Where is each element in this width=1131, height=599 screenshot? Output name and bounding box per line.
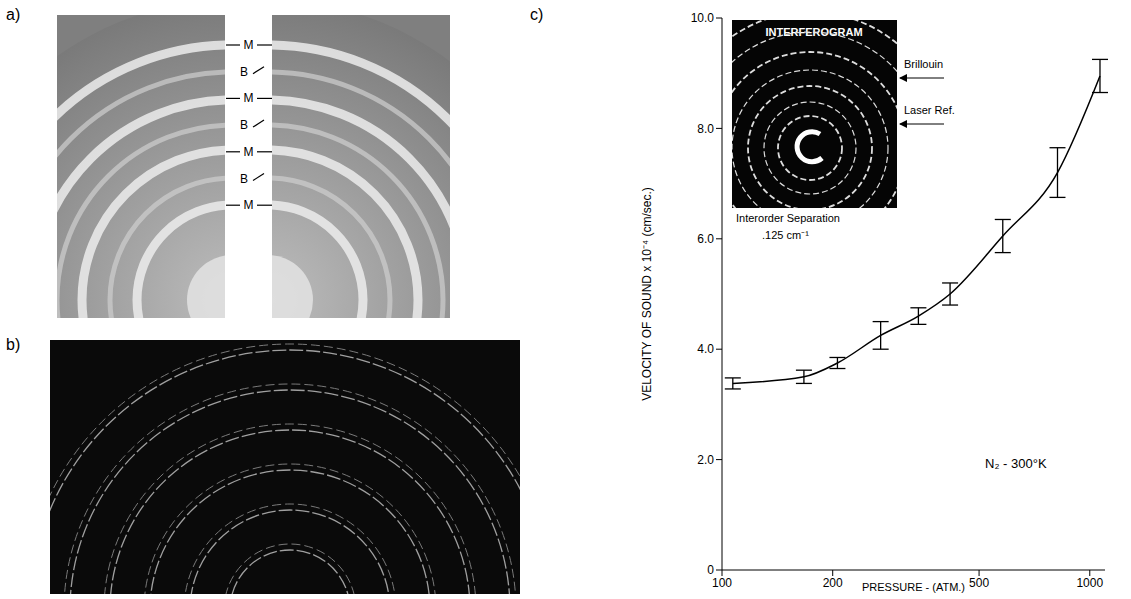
html-text:Interorder Separation: Interorder Separation xyxy=(736,212,840,224)
svg-text:1000: 1000 xyxy=(1076,576,1103,590)
svg-text:B: B xyxy=(240,172,248,186)
html-text:a): a) xyxy=(6,6,21,23)
html-text:c): c) xyxy=(530,6,544,23)
html-text:.125 cm⁻¹: .125 cm⁻¹ xyxy=(762,229,809,241)
svg-text:200: 200 xyxy=(823,576,843,590)
svg-text:2.0: 2.0 xyxy=(697,453,714,467)
svg-text:500: 500 xyxy=(969,576,989,590)
svg-text:B: B xyxy=(240,65,248,79)
svg-text:4.0: 4.0 xyxy=(697,342,714,356)
svg-text:VELOCITY OF SOUND x 10⁻⁴ (cm/s: VELOCITY OF SOUND x 10⁻⁴ (cm/sec.) xyxy=(640,187,654,401)
svg-text:M: M xyxy=(244,145,254,159)
html-text:Brillouin: Brillouin xyxy=(904,58,944,70)
svg-text:PRESSURE - (ATM.): PRESSURE - (ATM.) xyxy=(862,581,965,593)
html-text:Laser Ref.: Laser Ref. xyxy=(904,104,955,116)
svg-text:M: M xyxy=(244,91,254,105)
svg-text:B: B xyxy=(240,118,248,132)
svg-text:M: M xyxy=(244,198,254,212)
html-text:N₂ - 300°K: N₂ - 300°K xyxy=(985,456,1047,471)
svg-text:100: 100 xyxy=(712,576,732,590)
svg-text:INTERFEROGRAM: INTERFEROGRAM xyxy=(765,26,863,38)
svg-text:M: M xyxy=(244,38,254,52)
svg-text:0: 0 xyxy=(707,563,714,577)
html-text:b): b) xyxy=(6,336,21,353)
svg-text:6.0: 6.0 xyxy=(697,232,714,246)
svg-text:8.0: 8.0 xyxy=(697,122,714,136)
svg-text:10.0: 10.0 xyxy=(691,11,715,25)
